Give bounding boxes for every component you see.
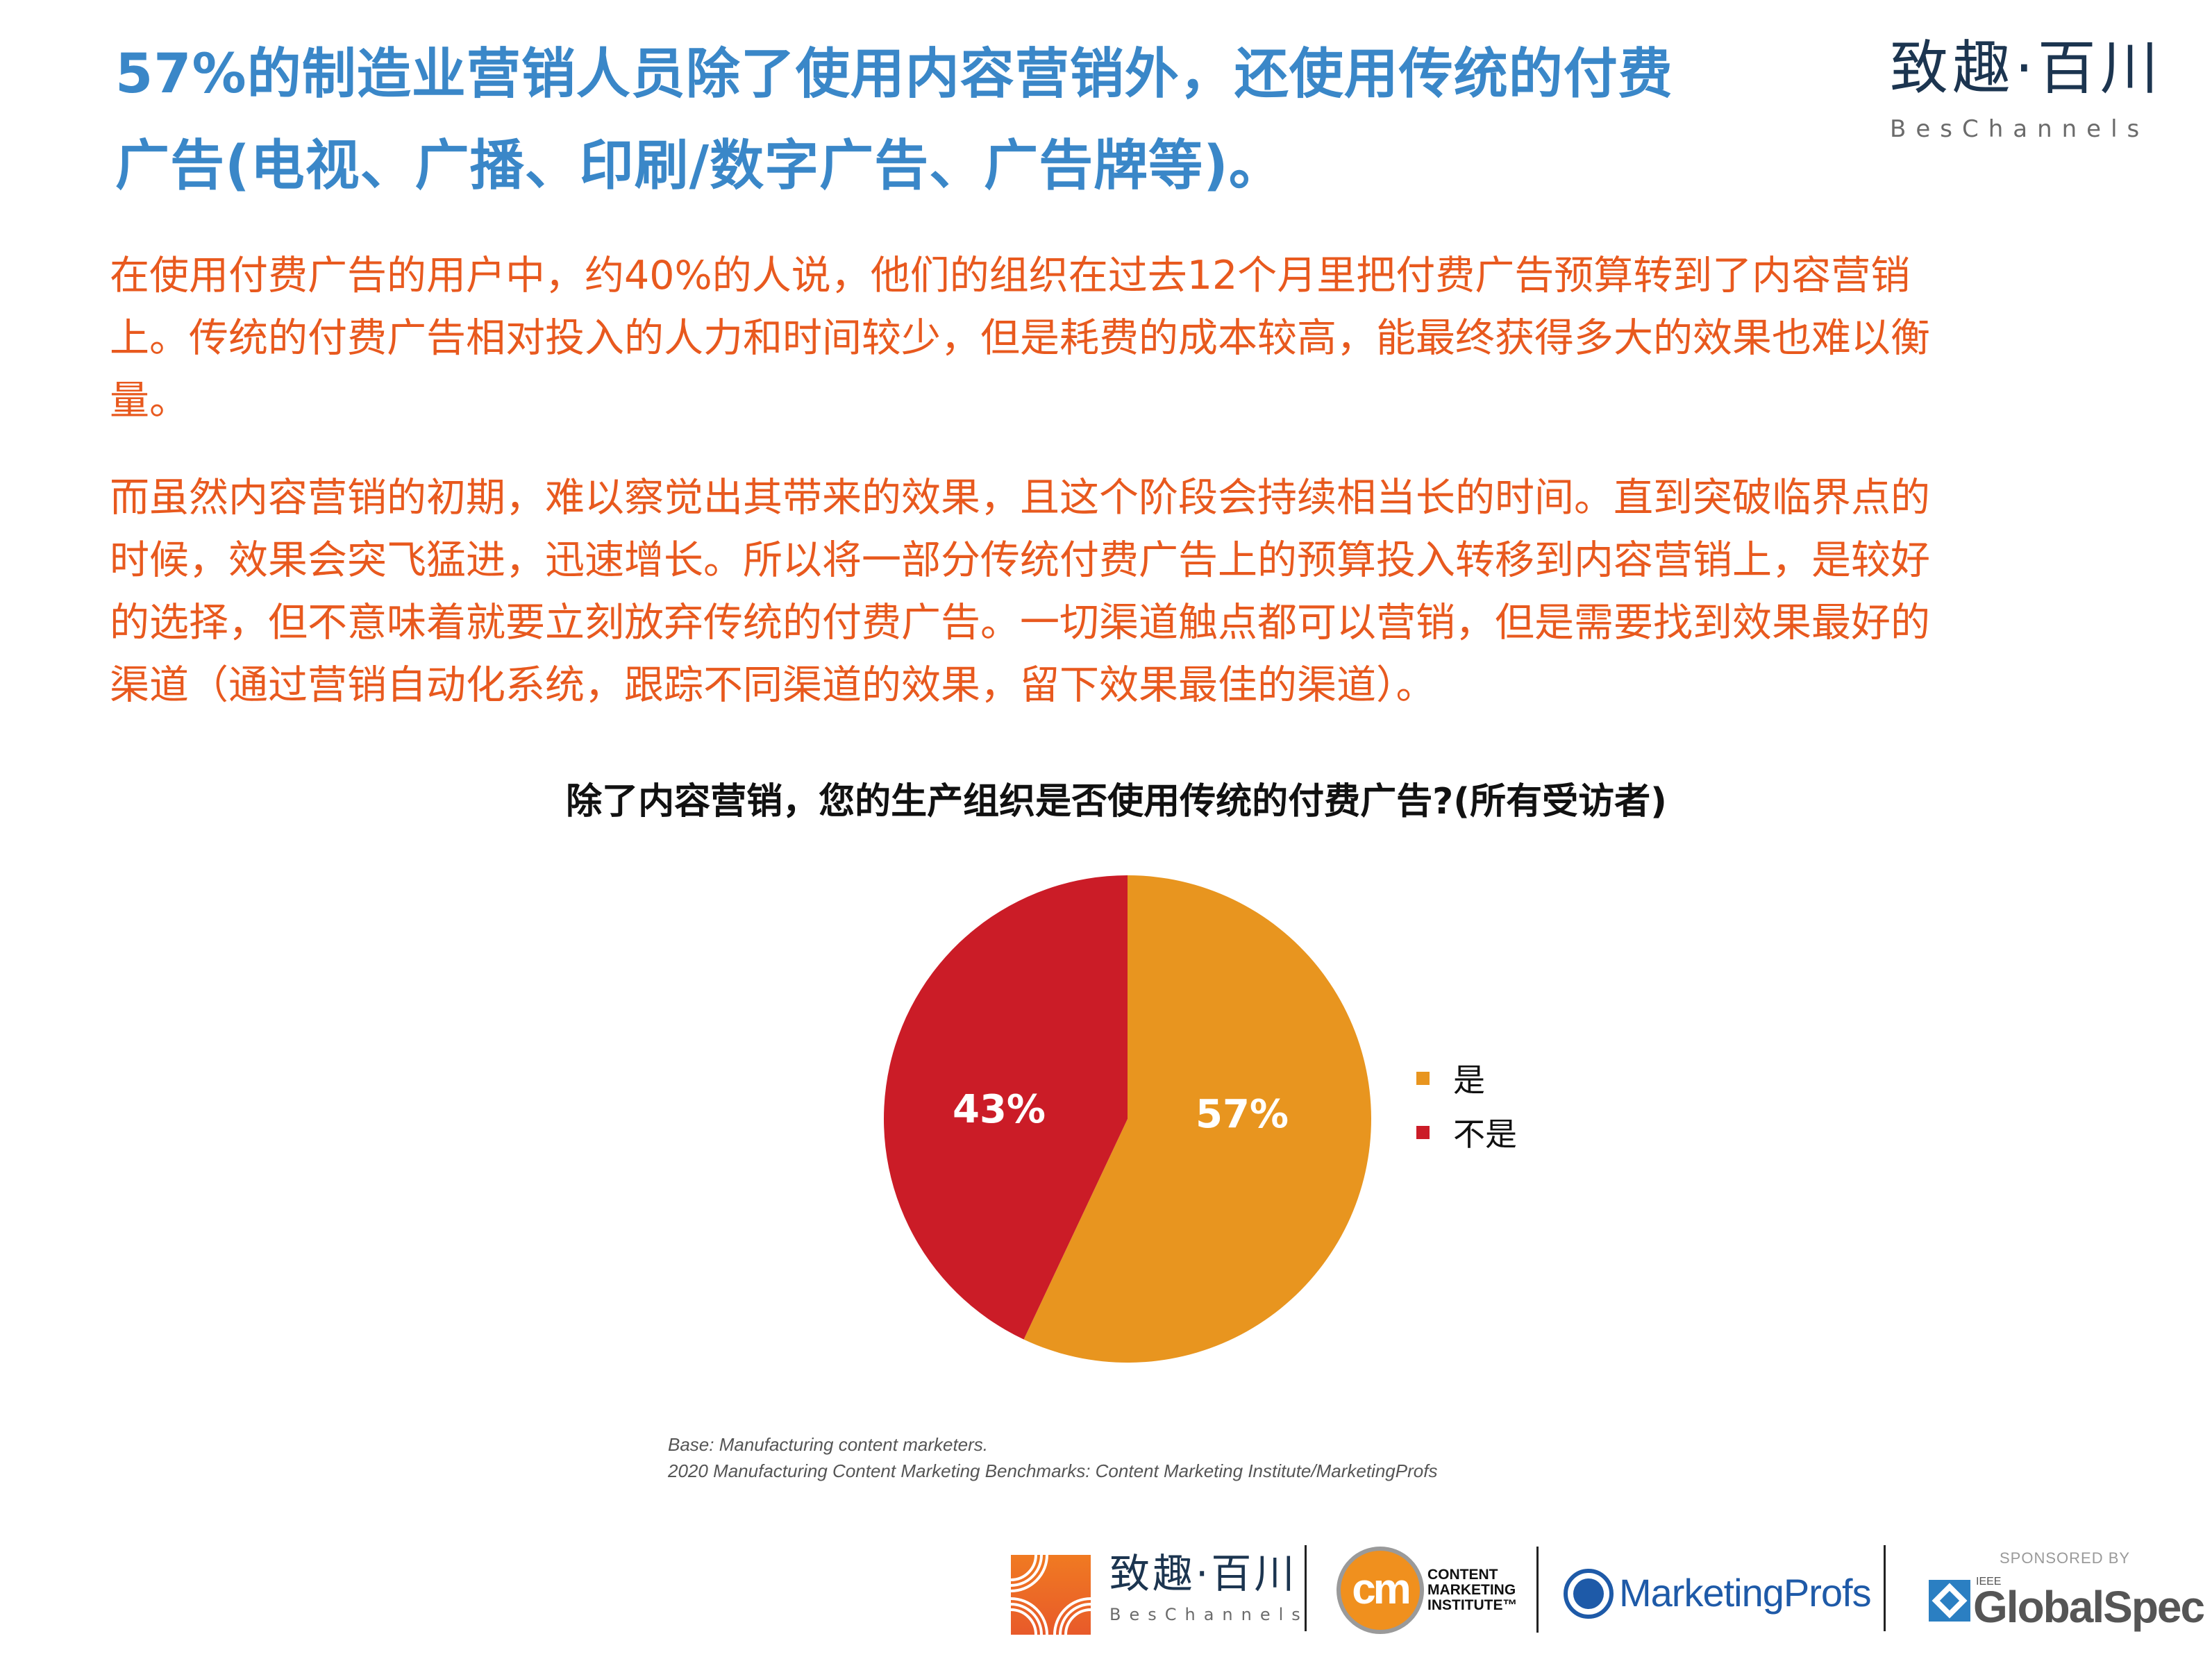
paragraph-2: 而虽然内容营销的初期，难以察觉出其带来的效果，且这个阶段会持续相当长的时间。直到… — [110, 466, 2109, 716]
legend-item-yes: 是 — [1416, 1051, 1517, 1105]
pie-chart — [884, 875, 1371, 1363]
legend-swatch-yes — [1416, 1071, 1430, 1085]
legend-swatch-no — [1416, 1125, 1430, 1139]
legend-label-yes: 是 — [1453, 1061, 1485, 1099]
page-title-line-1: 57%的制造业营销人员除了使用内容营销外，还使用传统的付费 — [115, 43, 1673, 106]
paragraph-line: 上。传统的付费广告相对投入的人力和时间较少，但是耗费的成本较高，能最终获得多大的… — [110, 315, 1930, 361]
pie-label-yes: 57% — [1196, 1092, 1289, 1137]
base-note: Base: Manufacturing content marketers. — [668, 1434, 989, 1455]
pie-slice-yes — [1023, 875, 1371, 1363]
pie-label-no: 43% — [953, 1087, 1046, 1132]
paragraph-line: 时候，效果会突飞猛进，迅速增长。所以将一部分传统付费广告上的预算投入转移到内容营… — [110, 537, 1930, 583]
sponsored-by-label: SPONSORED BY — [2000, 1549, 2131, 1567]
paragraph-1: 在使用付费广告的用户中，约40%的人说，他们的组织在过去12个月里把付费广告预算… — [110, 244, 2109, 432]
footer-divider — [1536, 1547, 1539, 1633]
cmi-logo-icon: cm — [1337, 1547, 1424, 1634]
beschannels-mark-icon — [1011, 1555, 1091, 1635]
chart-legend: 是 不是 — [1416, 1051, 1517, 1159]
source-note: 2020 Manufacturing Content Marketing Ben… — [668, 1460, 1438, 1481]
footer-logo-cn-text: 致趣·百川 — [1109, 1550, 1298, 1597]
page-title-line-2: 广告(电视、广播、印刷/数字广告、广告牌等)。 — [115, 135, 1284, 197]
footer-divider — [1305, 1545, 1307, 1631]
cmi-line: INSTITUTE™ — [1427, 1597, 1518, 1613]
ieee-label: IEEE — [1976, 1576, 2002, 1588]
cmi-logo-text: CONTENT MARKETING INSTITUTE™ — [1427, 1567, 1518, 1613]
legend-label-no: 不是 — [1453, 1115, 1517, 1153]
marketingprofs-bird-icon — [1564, 1569, 1614, 1619]
globalspec-diamond-icon — [1929, 1580, 1970, 1622]
marketingprofs-logo-text: MarketingProfs — [1619, 1571, 1872, 1615]
globalspec-logo-text: GlobalSpec — [1973, 1582, 2205, 1632]
footer-beschannels-logo: 致趣·百川 BesChannels — [1109, 1553, 1309, 1624]
beschannels-logo: 致趣·百川 BesChannels — [1890, 34, 2163, 143]
legend-item-no: 不是 — [1416, 1105, 1517, 1159]
paragraph-line: 在使用付费广告的用户中，约40%的人说，他们的组织在过去12个月里把付费广告预算… — [110, 253, 1911, 298]
logo-en-text: BesChannels — [1890, 115, 2150, 143]
pie-slice-no — [884, 875, 1128, 1340]
chart-title: 除了内容营销，您的生产组织是否使用传统的付费广告?(所有受访者) — [566, 781, 1667, 823]
footer-logo-en-text: BesChannels — [1109, 1605, 1309, 1624]
paragraph-line: 而虽然内容营销的初期，难以察觉出其带来的效果，且这个阶段会持续相当长的时间。直到… — [110, 475, 1930, 521]
logo-cn-text: 致趣·百川 — [1890, 34, 2163, 102]
paragraph-line: 的选择，但不意味着就要立刻放弃传统的付费广告。一切渠道触点都可以营销，但是需要找… — [110, 600, 1930, 646]
chart-notes: Base: Manufacturing content marketers. 2… — [668, 1431, 1437, 1484]
footer-divider — [1884, 1545, 1886, 1631]
paragraph-line: 渠道（通过营销自动化系统，跟踪不同渠道的效果，留下效果最佳的渠道）。 — [110, 662, 1436, 708]
paragraph-line: 量。 — [110, 378, 189, 423]
cmi-line: MARKETING — [1427, 1582, 1516, 1598]
cmi-line: CONTENT — [1427, 1567, 1498, 1583]
